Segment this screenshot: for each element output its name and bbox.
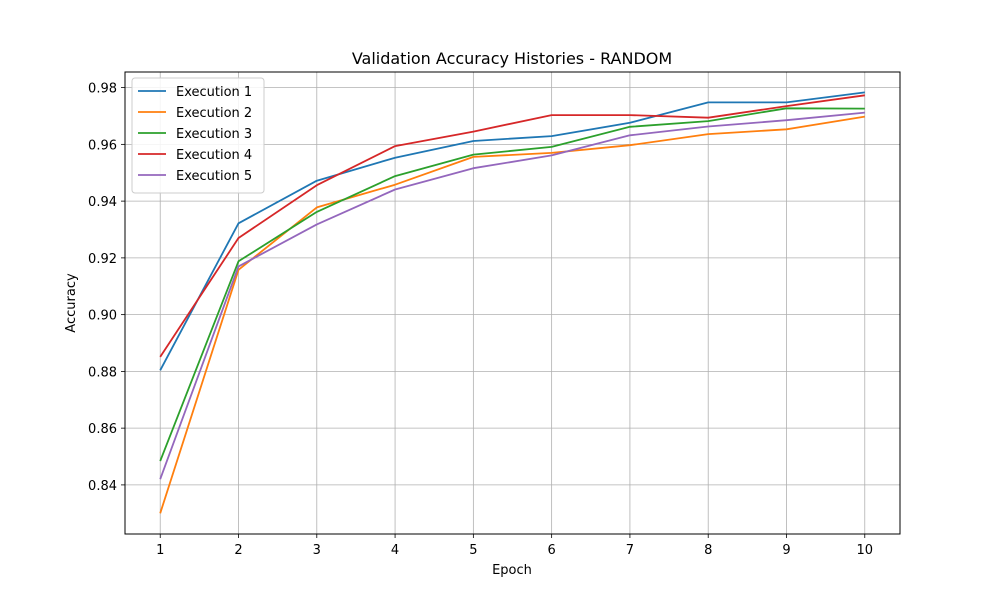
plot-frame — [124, 71, 901, 535]
series-line-execution-2 — [159, 115, 865, 514]
x-tick-label: 7 — [626, 543, 634, 558]
x-tick-label: 4 — [391, 543, 399, 558]
x-tick-label: 2 — [234, 543, 242, 558]
y-tick-label: 0.92 — [88, 252, 117, 267]
legend-label-execution-4: Execution 4 — [176, 148, 252, 163]
x-tick-label: 8 — [704, 543, 712, 558]
legend: Execution 1 Execution 2 Execution 3 Executi… — [131, 77, 265, 194]
x-ticks: 1 2 3 4 5 6 7 8 9 10 — [156, 534, 873, 558]
y-tick-label: 0.94 — [88, 195, 117, 210]
y-tick-label: 0.98 — [88, 82, 117, 97]
x-tick-label: 6 — [548, 543, 556, 558]
y-tick-label: 0.84 — [88, 479, 117, 494]
series-line-execution-4 — [159, 94, 865, 358]
x-axis-label: Epoch — [492, 563, 532, 578]
y-axis-label: Accuracy — [64, 273, 79, 333]
y-tick-label: 0.88 — [88, 365, 117, 380]
series-line-execution-1 — [159, 91, 865, 371]
legend-label-execution-3: Execution 3 — [176, 127, 252, 142]
series-line-execution-5 — [159, 111, 865, 480]
y-tick-label: 0.96 — [88, 138, 117, 153]
y-tick-label: 0.90 — [88, 309, 117, 324]
x-tick-label: 3 — [313, 543, 321, 558]
chart-title: Validation Accuracy Histories - RANDOM — [352, 49, 672, 68]
series-line-execution-3 — [159, 107, 865, 462]
series-lines — [159, 91, 865, 514]
legend-label-execution-1: Execution 1 — [176, 85, 252, 100]
legend-label-execution-2: Execution 2 — [176, 106, 252, 121]
y-tick-label: 0.86 — [88, 422, 117, 437]
legend-label-execution-5: Execution 5 — [176, 169, 252, 184]
x-tick-label: 9 — [782, 543, 790, 558]
x-tick-label: 10 — [856, 543, 873, 558]
legend-box — [131, 77, 265, 194]
x-tick-label: 1 — [156, 543, 164, 558]
x-tick-label: 5 — [469, 543, 477, 558]
y-ticks: 0.84 0.86 0.88 0.90 0.92 0.94 0.96 0.98 — [88, 82, 125, 494]
grid — [125, 72, 900, 534]
